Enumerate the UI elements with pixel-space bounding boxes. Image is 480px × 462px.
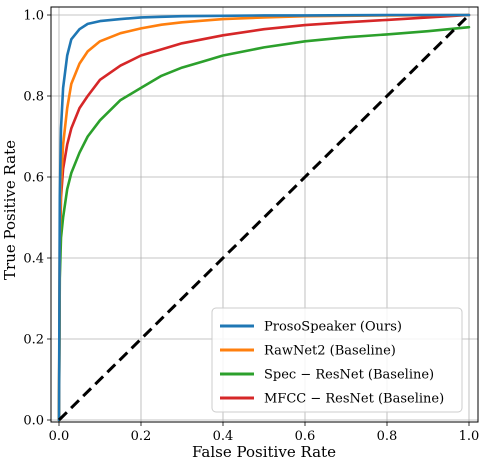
x-tick-label: 0.6: [295, 429, 316, 444]
x-tick-label: 0.2: [131, 429, 152, 444]
y-tick-label: 0.8: [23, 90, 44, 105]
legend-label: ProsoSpeaker (Ours): [264, 320, 402, 335]
series-line: [57, 13, 471, 422]
legend-box: [211, 307, 463, 413]
x-tick-label: 1.0: [459, 429, 480, 444]
series-lines: [57, 13, 471, 422]
series-line: [57, 25, 471, 422]
series-line: [57, 13, 471, 422]
legend-label: Spec − ResNet (Baseline): [264, 368, 434, 383]
grid-lines: [51, 7, 478, 422]
x-tick-label: 0.0: [49, 429, 70, 444]
legend: ProsoSpeaker (Ours) RawNet2 (Baseline) Spe…: [211, 307, 463, 413]
y-tick-label: 0.6: [23, 171, 44, 186]
y-axis-title: True Positive Rate: [1, 140, 19, 280]
y-tick-label: 0.0: [23, 414, 44, 429]
legend-label: MFCC − ResNet (Baseline): [264, 392, 444, 407]
legend-label: RawNet2 (Baseline): [264, 344, 396, 359]
y-tick-label: 0.4: [23, 252, 44, 267]
chance-diagonal-line: [57, 13, 471, 422]
plot-frame: [50, 6, 479, 423]
y-tick-label: 0.2: [23, 333, 44, 348]
y-tick-label: 1.0: [23, 9, 44, 24]
ticks: 0.0 0.2 0.4 0.6 0.8 1.0 0.0 0.2 0.4 0.6 0.8 1.0: [23, 9, 479, 445]
x-tick-label: 0.8: [377, 429, 398, 444]
x-axis-title: False Positive Rate: [192, 443, 336, 461]
x-tick-label: 0.4: [213, 429, 234, 444]
series-line: [57, 13, 471, 422]
